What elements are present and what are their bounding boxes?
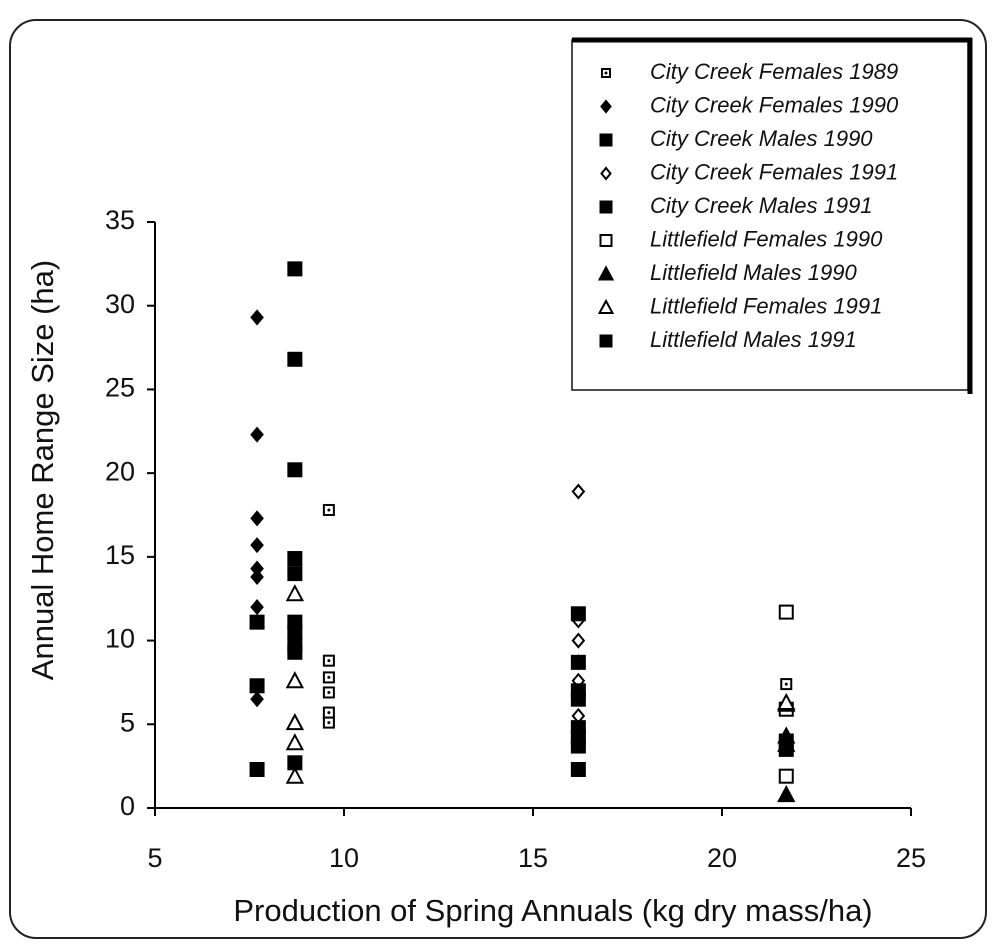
legend-marker [600, 99, 612, 114]
point [250, 426, 264, 443]
legend-label: City Creek Males 1991 [650, 193, 873, 218]
legend-marker [597, 298, 615, 314]
point-dot [327, 659, 331, 663]
point [250, 568, 264, 585]
point [570, 761, 586, 777]
legend-label: Littlefield Females 1990 [650, 226, 883, 251]
point [570, 606, 586, 622]
legend-marker [599, 334, 613, 348]
point [285, 712, 305, 731]
y-tick-label: 35 [105, 205, 135, 235]
legend-marker [599, 234, 613, 247]
y-tick-label: 20 [105, 456, 135, 486]
frame [9, 19, 987, 939]
point [250, 599, 264, 616]
point [571, 483, 586, 500]
point [570, 691, 586, 707]
legend-label: Littlefield Males 1991 [650, 327, 857, 352]
x-tick-label: 5 [147, 843, 162, 873]
y-tick-label: 5 [120, 707, 135, 737]
point [570, 738, 586, 754]
point [285, 766, 305, 784]
point [778, 741, 794, 757]
legend-label: Littlefield Males 1990 [650, 260, 857, 285]
point [285, 671, 305, 689]
x-axis-title: Production of Spring Annuals (kg dry mas… [233, 893, 872, 928]
point-dot [327, 711, 331, 715]
point [778, 604, 794, 620]
x-tick-label: 10 [329, 843, 359, 873]
point-dot [327, 675, 331, 679]
legend-marker [599, 200, 613, 214]
x-tick-label: 25 [896, 843, 926, 873]
point [285, 733, 305, 751]
point [250, 309, 264, 326]
legend-label: City Creek Females 1989 [650, 59, 898, 84]
legend-label: City Creek Females 1990 [650, 92, 899, 117]
point [777, 784, 796, 803]
point [249, 761, 265, 777]
point [287, 261, 303, 277]
legend-marker [597, 265, 615, 281]
point-dot [327, 508, 331, 512]
y-tick-label: 30 [105, 289, 135, 319]
point-dot [327, 690, 331, 694]
point [285, 584, 305, 602]
point [250, 537, 264, 554]
point [250, 691, 264, 708]
point [287, 351, 303, 367]
point [249, 614, 265, 630]
y-tick-label: 25 [105, 373, 135, 403]
y-tick-label: 15 [105, 540, 135, 570]
point [249, 678, 265, 694]
point [778, 768, 794, 784]
legend-label: City Creek Females 1991 [650, 159, 898, 184]
point [777, 692, 796, 711]
x-tick-label: 15 [518, 843, 548, 873]
point [287, 644, 303, 660]
point-dot [604, 71, 608, 75]
point [571, 632, 586, 649]
point-dot [784, 682, 788, 686]
point [287, 566, 303, 582]
y-tick-label: 0 [120, 791, 135, 821]
point [287, 551, 303, 567]
x-tick-label: 20 [707, 843, 737, 873]
y-axis-title: Annual Home Range Size (ha) [25, 260, 60, 680]
y-tick-label: 10 [105, 624, 135, 654]
legend-label: Littlefield Females 1991 [650, 293, 882, 318]
point [570, 654, 586, 670]
point [287, 462, 303, 478]
legend-marker [600, 166, 612, 181]
point [287, 624, 303, 640]
point-dot [327, 721, 331, 725]
legend-label: City Creek Males 1990 [650, 126, 873, 151]
point [250, 510, 264, 527]
legend-marker [599, 133, 613, 147]
